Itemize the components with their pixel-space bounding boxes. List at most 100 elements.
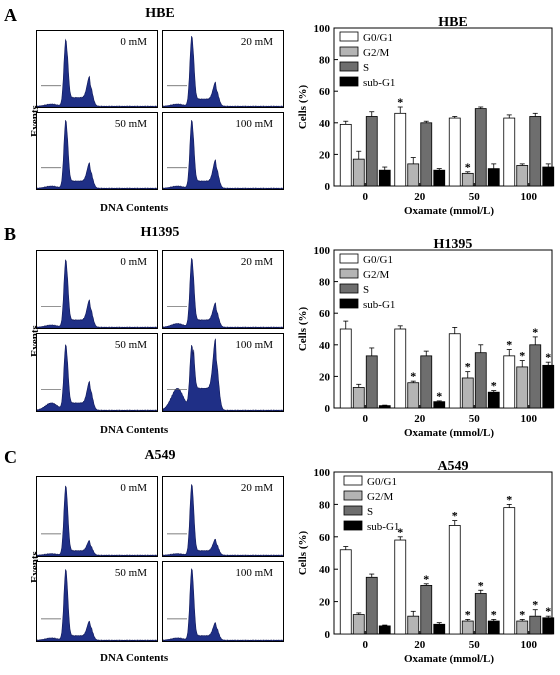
x-tick-label: 50	[469, 191, 481, 203]
x-tick-label: 50	[469, 639, 481, 651]
legend-swatch	[339, 61, 359, 72]
significance-star: *	[519, 607, 525, 621]
y-tick-label: 0	[325, 403, 331, 415]
bar	[503, 507, 516, 635]
figure-row-b: B H1395 Events 0 mM 20 mM 50 mM 100 mM DNA …	[0, 222, 560, 442]
dose-label: 0 mM	[120, 256, 147, 268]
histogram-plot: 50 mM	[36, 112, 158, 190]
y-axis-label: Cells (%)	[297, 531, 309, 576]
y-axis-label: Cells (%)	[297, 85, 309, 130]
histogram-curve	[163, 484, 283, 556]
y-tick-label: 100	[314, 23, 331, 35]
y-tick-label: 60	[319, 532, 331, 544]
legend-label: sub-G1	[363, 299, 395, 311]
histogram-grid: 0 mM 20 mM 50 mM 100 mM	[36, 250, 284, 412]
legend-label: G0/G1	[367, 476, 397, 488]
significance-star: *	[506, 492, 512, 506]
figure-row-a: A HBE Events 0 mM 20 mM 50 mM 100 mM DNA Co…	[0, 0, 560, 220]
significance-star: *	[491, 607, 497, 621]
bar	[420, 122, 433, 187]
x-axis-label: Oxamate (mmol/L)	[404, 205, 494, 217]
histogram-curve	[163, 568, 283, 641]
significance-star: *	[452, 509, 458, 523]
bar	[448, 525, 461, 635]
bar	[378, 169, 391, 187]
histogram-plot: 100 mM	[162, 561, 284, 642]
bar-chart-h1395: 0 20 40 60 80 100 Cells (%) 0 * * 20 * * 50 * * * * 100 Oxa…	[290, 232, 560, 444]
y-tick-label: 40	[319, 118, 331, 130]
y-tick-label: 20	[319, 371, 331, 383]
significance-star: *	[465, 607, 471, 621]
significance-star: *	[545, 350, 551, 364]
histogram-plot: 20 mM	[162, 250, 284, 329]
significance-star: *	[465, 160, 471, 174]
x-tick-label: 20	[414, 639, 426, 651]
legend-label: G0/G1	[363, 254, 393, 266]
significance-star: *	[519, 349, 525, 363]
histogram-plot: 20 mM	[162, 476, 284, 557]
bar	[542, 617, 555, 635]
y-tick-label: 80	[319, 277, 331, 289]
histogram-curve	[37, 38, 157, 107]
bar	[487, 620, 500, 635]
dose-label: 100 mM	[235, 118, 273, 130]
legend-swatch	[343, 505, 363, 516]
bar	[339, 123, 352, 187]
significance-star: *	[436, 389, 442, 403]
dose-label: 20 mM	[240, 482, 273, 494]
bar	[474, 108, 487, 187]
significance-star: *	[545, 604, 551, 618]
bar	[394, 112, 407, 187]
dose-label: 20 mM	[240, 36, 273, 48]
panel-letter: A	[4, 5, 17, 25]
legend-swatch	[343, 475, 363, 486]
figure-row-c: C A549 Events 0 mM 20 mM 50 mM 100 mM DNA C…	[0, 444, 560, 672]
dose-label: 100 mM	[235, 567, 273, 579]
y-tick-label: 60	[319, 308, 331, 320]
histogram-curve	[37, 120, 157, 189]
y-tick-label: 0	[325, 181, 331, 193]
bar	[433, 623, 446, 635]
bar	[352, 387, 365, 409]
panel-letter: C	[4, 447, 17, 467]
legend-label: S	[363, 62, 369, 74]
x-tick-label: 100	[521, 639, 538, 651]
bar	[461, 172, 474, 187]
bar	[542, 364, 555, 409]
legend-swatch	[339, 46, 359, 57]
x-axis-label-dna: DNA Contents	[100, 424, 169, 436]
x-tick-label: 100	[521, 191, 538, 203]
bar-chart-hbe: 0 20 40 60 80 100 Cells (%) 0 * 20 * 50 100 Oxamate (…	[290, 10, 560, 222]
dose-label: 100 mM	[235, 339, 273, 351]
x-tick-label: 20	[414, 191, 426, 203]
dose-label: 50 mM	[114, 339, 147, 351]
bar	[542, 166, 555, 187]
legend-label: sub-G1	[363, 77, 395, 89]
histogram-plot: 50 mM	[36, 333, 158, 412]
legend-label: sub-G1	[367, 521, 399, 533]
bar	[503, 117, 516, 187]
bar-chart-a549: 0 20 40 60 80 100 Cells (%) 0 * * 20 * * * * 50 * * * * 100 O…	[290, 454, 560, 670]
bar	[529, 615, 542, 635]
bar	[339, 328, 352, 409]
bar	[352, 614, 365, 635]
bar	[407, 163, 420, 187]
x-axis-label-dna: DNA Contents	[100, 652, 169, 664]
y-tick-label: 100	[314, 245, 331, 257]
histogram-curve	[37, 485, 157, 556]
bar	[420, 584, 433, 635]
histogram-plot: 100 mM	[162, 112, 284, 190]
bar	[433, 169, 446, 187]
legend-label: S	[363, 284, 369, 296]
significance-star: *	[423, 572, 429, 586]
bar	[448, 117, 461, 187]
bar	[474, 352, 487, 409]
significance-star: *	[532, 325, 538, 339]
histogram-curve	[163, 258, 283, 328]
bar	[420, 355, 433, 409]
x-tick-label: 50	[469, 413, 481, 425]
y-tick-label: 20	[319, 149, 331, 161]
x-axis-label: Oxamate (mmol/L)	[404, 653, 494, 665]
bar	[365, 355, 378, 409]
bar	[394, 328, 407, 409]
